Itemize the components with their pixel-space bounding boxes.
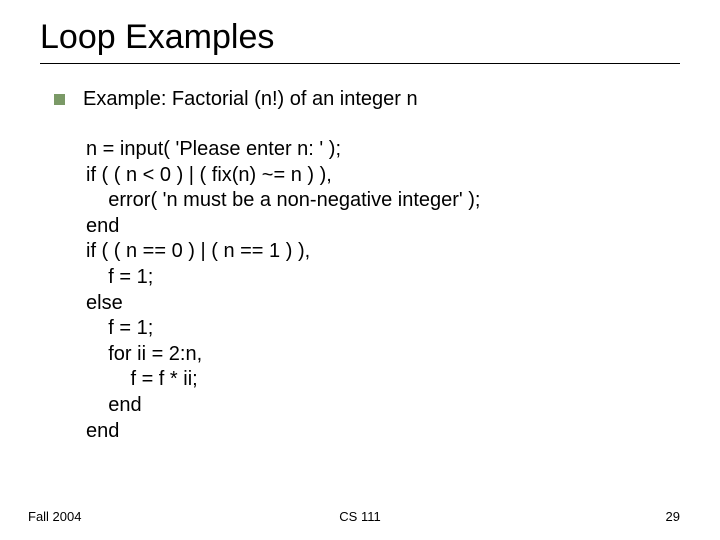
footer-page-number: 29 xyxy=(666,509,680,524)
slide-footer: Fall 2004 CS 111 29 xyxy=(0,509,720,524)
code-line: if ( ( n == 0 ) | ( n == 1 ) ), xyxy=(86,240,310,262)
code-line: f = 1; xyxy=(86,317,153,339)
code-line: for ii = 2:n, xyxy=(86,343,202,365)
code-line: end xyxy=(86,420,119,442)
bullet-text: Example: Factorial (n!) of an integer n xyxy=(83,88,418,111)
code-line: end xyxy=(86,394,142,416)
code-line: error( 'n must be a non-negative integer… xyxy=(86,189,481,211)
square-bullet-icon xyxy=(54,94,65,105)
code-block: n = input( 'Please enter n: ' ); if ( ( … xyxy=(86,137,680,444)
code-line: else xyxy=(86,292,123,314)
slide-title: Loop Examples xyxy=(40,18,680,57)
code-line: end xyxy=(86,215,119,237)
code-line: n = input( 'Please enter n: ' ); xyxy=(86,138,341,160)
bullet-row: Example: Factorial (n!) of an integer n xyxy=(54,88,680,111)
title-rule xyxy=(40,63,680,64)
footer-left: Fall 2004 xyxy=(28,509,81,524)
slide: Loop Examples Example: Factorial (n!) of… xyxy=(0,0,720,540)
code-line: f = f * ii; xyxy=(86,368,198,390)
footer-center: CS 111 xyxy=(339,509,380,524)
code-line: if ( ( n < 0 ) | ( fix(n) ~= n ) ), xyxy=(86,164,332,186)
code-line: f = 1; xyxy=(86,266,153,288)
